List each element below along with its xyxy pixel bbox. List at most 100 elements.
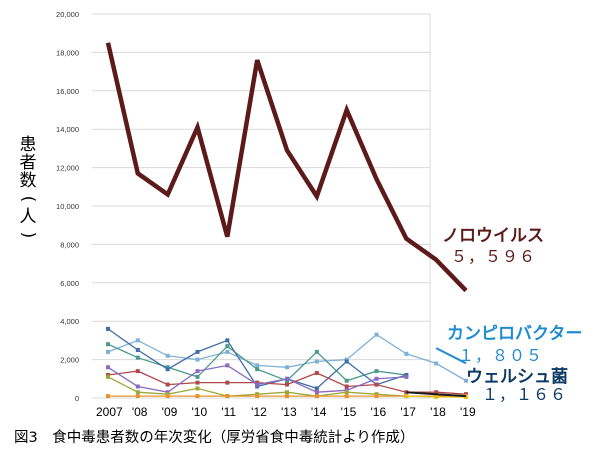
x-tick-label: '17	[400, 405, 416, 419]
x-tick-label: 2007	[96, 405, 123, 419]
y-axis-label-char: (	[18, 196, 38, 203]
data-point	[285, 376, 289, 381]
data-point	[285, 382, 289, 387]
data-point	[255, 394, 260, 399]
y-tick-label: 20,000	[56, 10, 79, 19]
x-tick-label: '13	[281, 405, 297, 419]
y-tick-label: 0	[75, 394, 79, 403]
data-point	[106, 342, 110, 347]
data-point	[225, 344, 230, 349]
x-tick-label: '19	[460, 405, 476, 419]
x-tick-label: '11	[221, 405, 236, 419]
figure-caption: 図3 食中毒患者数の年次変化（厚労省食中毒統計より作成）	[14, 430, 415, 446]
series-line	[105, 42, 468, 293]
x-tick-label: '08	[132, 405, 148, 419]
y-axis-label-char: 患	[20, 135, 37, 155]
data-point	[285, 390, 289, 395]
annotation-label: カンピロバクター	[447, 324, 582, 344]
data-point	[195, 386, 200, 391]
y-axis-label-char: 人	[20, 207, 37, 227]
x-tick-label: '18	[430, 405, 446, 419]
data-point	[344, 384, 349, 389]
y-tick-label: 18,000	[56, 48, 79, 57]
data-point	[255, 363, 260, 368]
data-point	[314, 386, 319, 391]
data-point	[404, 374, 409, 379]
annotation-value: １，８０５	[458, 346, 543, 365]
data-point	[106, 365, 110, 370]
data-point	[195, 349, 200, 354]
data-point	[285, 394, 289, 399]
data-point	[165, 353, 170, 358]
data-point	[135, 348, 140, 352]
data-point	[434, 395, 439, 400]
data-point	[225, 363, 230, 368]
y-axis-label-char: )	[18, 232, 38, 239]
data-point	[195, 357, 200, 362]
data-point	[225, 380, 230, 385]
y-tick-label: 16,000	[56, 87, 79, 96]
data-point	[255, 367, 260, 372]
series-line	[435, 347, 467, 365]
data-point	[344, 390, 349, 395]
data-point	[434, 361, 439, 366]
data-point	[434, 390, 439, 395]
data-point	[374, 369, 379, 374]
data-point	[314, 349, 319, 354]
data-point	[195, 369, 200, 374]
data-point	[106, 349, 110, 354]
data-point	[344, 378, 349, 383]
series-line	[406, 391, 467, 398]
data-point	[374, 376, 379, 381]
x-tick-label: '15	[341, 405, 357, 419]
data-point	[285, 365, 289, 370]
x-tick-label: '12	[251, 405, 267, 419]
data-point	[225, 338, 230, 343]
y-tick-label: 2,000	[60, 356, 79, 365]
data-point	[195, 380, 200, 385]
x-tick-label: '09	[162, 405, 178, 419]
y-tick-label: 12,000	[56, 164, 79, 173]
series-lines	[105, 42, 468, 400]
annotation-value: １，１６６	[482, 385, 567, 404]
data-point	[314, 359, 319, 364]
data-point	[135, 384, 140, 389]
y-axis-label: 患者数 (人)	[18, 135, 38, 238]
series-line	[107, 333, 467, 382]
data-point	[344, 394, 349, 399]
data-point	[404, 394, 409, 399]
data-point	[314, 371, 319, 376]
data-point	[314, 394, 319, 399]
data-point	[374, 394, 379, 399]
data-point	[344, 359, 349, 364]
series-line	[107, 328, 407, 390]
data-point	[225, 394, 230, 399]
data-point	[195, 374, 200, 379]
data-point	[135, 390, 140, 395]
data-point	[135, 369, 140, 374]
y-tick-label: 14,000	[56, 125, 79, 134]
data-point	[374, 332, 379, 337]
data-point	[225, 349, 230, 354]
data-point	[404, 351, 409, 356]
annotation-label: ウェルシュ菌	[466, 367, 568, 387]
y-tick-label: 6,000	[60, 279, 79, 288]
data-point	[106, 326, 110, 331]
x-tick-label: '14	[311, 405, 327, 419]
data-point	[165, 394, 170, 399]
data-point	[106, 394, 110, 399]
data-point	[135, 338, 140, 343]
data-point	[464, 395, 468, 400]
axes: 0 2,000 4,000 6,000 8,000 10,000 12,000 14,000 1…	[56, 10, 476, 419]
data-point	[374, 382, 379, 387]
y-tick-label: 4,000	[60, 317, 79, 326]
data-point	[135, 355, 140, 360]
x-tick-label: '10	[192, 405, 208, 419]
annotation-label: ノロウイルス	[442, 226, 544, 246]
y-tick-label: 10,000	[56, 202, 79, 211]
annotation-value: ５，５９６	[451, 247, 536, 266]
data-point	[106, 374, 110, 379]
data-point	[195, 394, 200, 399]
